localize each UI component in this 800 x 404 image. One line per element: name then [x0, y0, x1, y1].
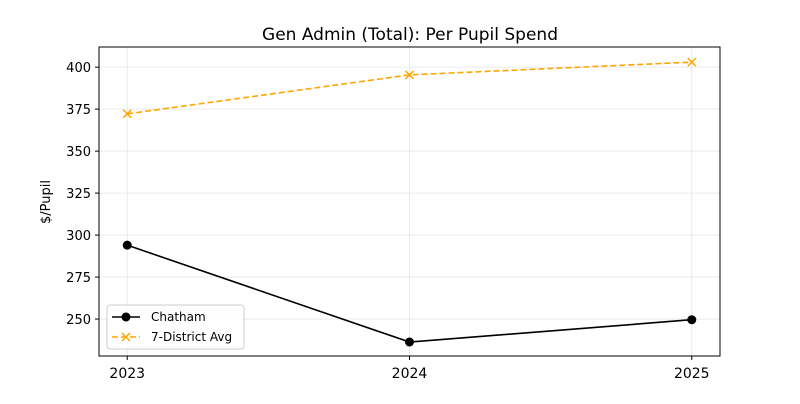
data-point: [405, 337, 414, 347]
x-marker-stroke: [687, 57, 697, 67]
y-tick-label: 275: [66, 271, 91, 286]
x-tick-label: 2025: [674, 366, 710, 382]
y-axis-label: $/Pupil: [39, 180, 54, 224]
y-tick-label: 300: [66, 229, 91, 244]
data-point: [122, 109, 132, 119]
x-tick-label: 2024: [392, 366, 428, 382]
y-tick-label: 400: [66, 61, 91, 76]
legend-label: 7-District Avg: [151, 330, 232, 344]
x-marker-stroke: [122, 109, 132, 119]
y-tick-label: 250: [66, 313, 91, 328]
grid: [99, 47, 720, 356]
legend-box: [106, 304, 245, 350]
ticks: 250 275 300 325 350 375 400 2023 2024 2025: [66, 61, 709, 382]
y-tick-label: 325: [66, 187, 91, 202]
y-tick-label: 350: [66, 145, 91, 160]
data-point: [687, 57, 697, 67]
data-point: [687, 315, 697, 325]
data-point: [404, 70, 415, 80]
x-marker-stroke: [404, 70, 415, 80]
y-tick-label: 375: [66, 103, 91, 118]
data-point: [121, 332, 131, 342]
chart-title: Gen Admin (Total): Per Pupil Spend: [262, 25, 558, 45]
legend: Chatham 7-District Avg: [106, 304, 245, 350]
x-marker-stroke: [121, 332, 131, 342]
x-tick-label: 2023: [109, 366, 145, 382]
series-group: [122, 57, 697, 347]
legend-label: Chatham: [151, 310, 206, 324]
data-point: [122, 240, 132, 250]
data-point: [121, 312, 131, 322]
